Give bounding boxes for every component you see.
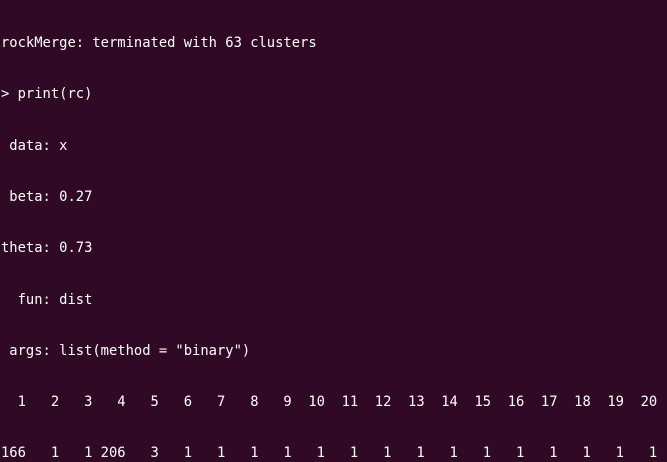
terminal-line: > print(rc)	[1, 86, 93, 103]
terminal-line: theta: 0.73	[1, 240, 93, 257]
terminal-line: beta: 0.27	[1, 189, 93, 206]
terminal-line: args: list(method = "binary")	[1, 342, 251, 359]
terminal-line: 1 2 3 4 5 6 7 8 9 10 11 12 13 14 15 16 1…	[1, 394, 658, 411]
terminal-line: fun: dist	[1, 291, 93, 308]
terminal-line: data: x	[1, 137, 68, 154]
terminal-line: 166 1 1 206 3 1 1 1 1 1 1 1 1 1 1 1 1 1 …	[1, 445, 658, 462]
terminal-line: rockMerge: terminated with 63 clusters	[1, 35, 317, 52]
